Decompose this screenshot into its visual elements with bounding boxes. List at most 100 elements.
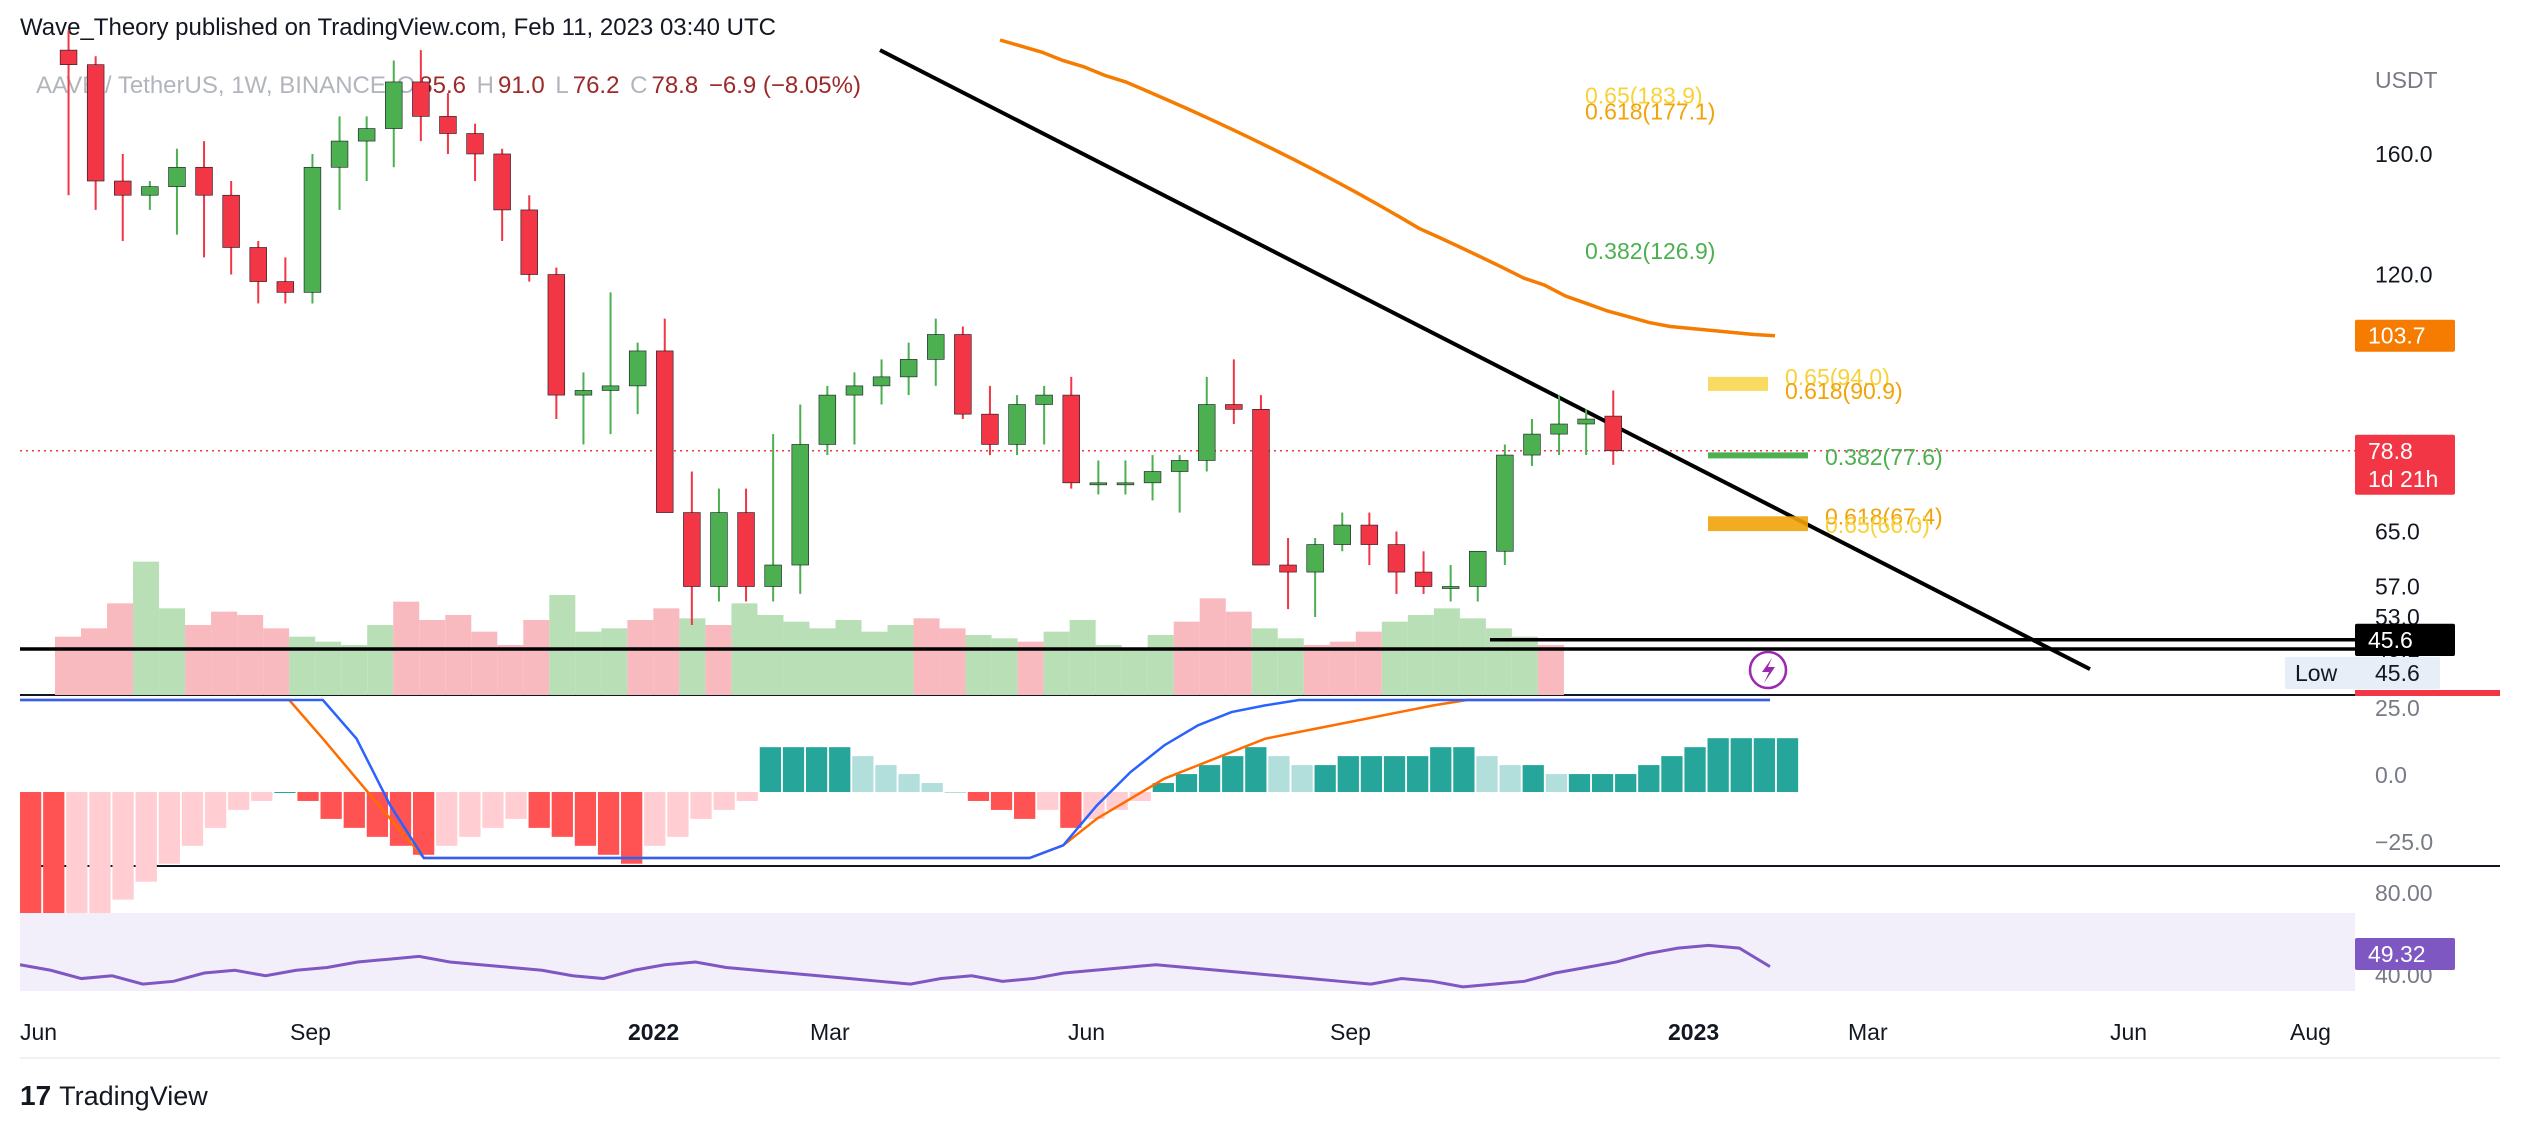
footer-brand-label[interactable]: TradingView xyxy=(59,1080,208,1111)
candle-body xyxy=(818,394,837,445)
x-tick-label: 2022 xyxy=(628,1019,679,1045)
candle-body xyxy=(385,81,403,129)
x-tick-label: Jun xyxy=(20,1019,57,1045)
volume-bar xyxy=(653,608,680,695)
volume-bar xyxy=(133,561,160,695)
x-tick-label: Sep xyxy=(1330,1019,1371,1045)
candle-body xyxy=(1523,433,1541,456)
fib-zone-box xyxy=(1708,452,1808,459)
x-tick-label: Jun xyxy=(2110,1019,2147,1045)
macd-histogram-bar xyxy=(1684,747,1706,792)
macd-histogram-bar xyxy=(967,792,990,801)
candle-body xyxy=(1333,524,1351,545)
volume-bar xyxy=(939,628,966,695)
low-marker-box xyxy=(2285,657,2440,689)
candle-body xyxy=(1143,471,1162,484)
volume-bar xyxy=(1251,628,1278,695)
volume-bar xyxy=(783,621,810,695)
volume-bar xyxy=(575,631,602,695)
candle-body xyxy=(601,385,620,391)
fib-level-label: 0.65(94.0) xyxy=(1785,364,1890,390)
macd-histogram-bar xyxy=(1591,774,1614,792)
close-value: 78.8 xyxy=(651,72,699,99)
volume-bar xyxy=(289,636,316,695)
macd-histogram-bar xyxy=(343,792,365,828)
price-tag xyxy=(2355,624,2455,656)
macd-histogram-bar xyxy=(551,792,573,837)
macd-y-tick-label: −25.0 xyxy=(2375,829,2433,855)
macd-histogram-bar xyxy=(1522,765,1544,792)
candle-body xyxy=(357,128,376,142)
y-tick-label: 120.0 xyxy=(2375,262,2433,288)
low-marker-strip xyxy=(2355,690,2500,696)
macd-histogram-bar xyxy=(1083,792,1105,819)
lightning-bolt-icon xyxy=(1762,658,1775,683)
candle-body xyxy=(1225,404,1243,410)
symbol-legend: AAVE / TetherUS, 1W, BINANCE O 85.6 H 91.0… xyxy=(36,72,865,100)
candle-body xyxy=(1387,544,1406,573)
volume-bar xyxy=(497,645,524,695)
macd-histogram-bar xyxy=(621,792,643,864)
candle-body xyxy=(412,81,430,117)
fib-level-label: 0.618(177.1) xyxy=(1585,98,1715,124)
macd-histogram-bar xyxy=(759,747,782,792)
candle-body xyxy=(114,180,132,196)
volume-bar xyxy=(159,608,186,695)
high-label: H xyxy=(476,72,494,99)
macd-histogram-bar xyxy=(1268,756,1290,792)
candle-body xyxy=(59,49,78,65)
macd-histogram-bar xyxy=(1037,792,1059,810)
price-tag-label: 78.8 xyxy=(2368,438,2413,464)
macd-histogram-bar xyxy=(898,774,920,792)
fib-level-label: 0.65(66.0) xyxy=(1825,512,1930,538)
macd-histogram-bar xyxy=(852,756,874,792)
volume-bar xyxy=(263,628,290,695)
descending-trendline xyxy=(879,48,2091,671)
macd-histogram-bar xyxy=(736,792,758,801)
macd-histogram-bar xyxy=(1198,765,1221,792)
candle-body xyxy=(574,390,593,396)
price-tag-label: 45.6 xyxy=(2368,627,2413,653)
macd-histogram-bar xyxy=(389,792,412,846)
candle-body xyxy=(1469,550,1487,587)
candle-body xyxy=(466,133,484,155)
volume-bar xyxy=(835,620,862,695)
macd-histogram-bar xyxy=(1545,774,1567,792)
macd-histogram-bar xyxy=(1430,747,1452,792)
x-tick-label: Mar xyxy=(1848,1019,1888,1045)
volume-bar xyxy=(1199,598,1226,695)
macd-line xyxy=(20,698,1770,860)
candle-body xyxy=(1116,482,1135,486)
volume-bar xyxy=(419,620,446,695)
candle-body xyxy=(1550,423,1568,435)
candle-body xyxy=(872,376,891,387)
macd-histogram-bar xyxy=(1383,756,1406,792)
macd-histogram-bar xyxy=(1314,765,1336,792)
volume-bar xyxy=(913,618,940,695)
price-tag xyxy=(2355,319,2455,352)
macd-histogram-bar xyxy=(1776,738,1799,792)
candle-body xyxy=(1008,404,1026,445)
macd-histogram-bar xyxy=(1661,756,1683,792)
moving-average-line xyxy=(999,38,1776,338)
macd-histogram-bar xyxy=(1753,738,1776,792)
x-tick-label: Aug xyxy=(2290,1019,2331,1045)
fib-level-label: 0.382(126.9) xyxy=(1585,238,1715,264)
candle-body xyxy=(1306,544,1324,573)
macd-histogram-bar xyxy=(366,792,389,837)
candle-body xyxy=(1089,482,1108,486)
macd-histogram-bar xyxy=(1106,792,1128,810)
macd-histogram-bar xyxy=(1245,747,1267,792)
volume-bar xyxy=(1147,635,1174,695)
macd-histogram-bar xyxy=(228,792,250,810)
volume-bar xyxy=(601,628,628,695)
candle-body xyxy=(168,166,186,187)
candle-body xyxy=(981,413,999,445)
rsi-line xyxy=(19,943,1771,989)
volume-bar xyxy=(237,615,264,695)
volume-bar xyxy=(1355,631,1382,695)
volume-bar xyxy=(965,635,992,695)
macd-histogram-bar xyxy=(1638,765,1660,792)
x-tick-label: Sep xyxy=(290,1019,331,1045)
